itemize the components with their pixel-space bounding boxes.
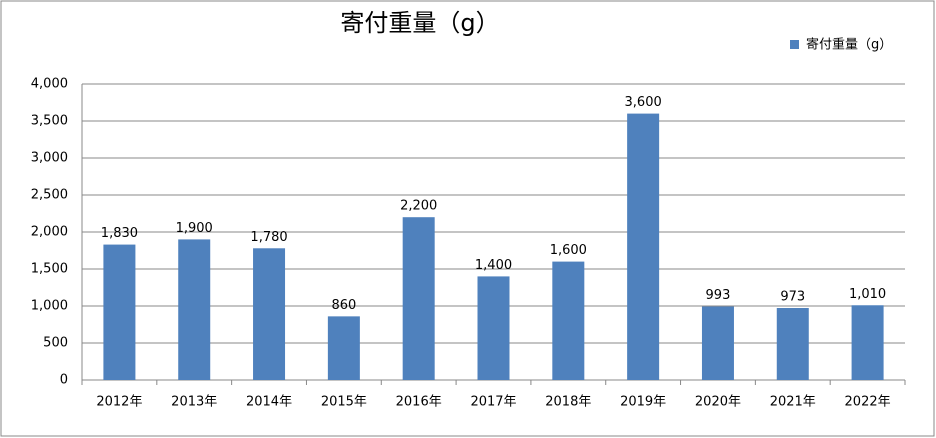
data-label: 1,400 [475,258,512,273]
x-tick-label: 2022年 [845,395,891,410]
bar [851,305,884,380]
bar [402,217,435,380]
bar [178,239,211,380]
y-tick-label: 2,500 [31,188,68,203]
data-label: 1,010 [849,287,886,302]
bar [103,244,136,380]
x-tick-label: 2012年 [96,395,142,410]
x-tick-label: 2020年 [695,395,741,410]
data-label: 860 [331,298,356,313]
bar [701,306,734,380]
bar [327,316,360,380]
x-tick-label: 2016年 [396,395,442,410]
legend-swatch [790,40,799,49]
y-tick-label: 3,500 [31,114,68,129]
data-label: 993 [706,288,731,303]
data-label: 1,780 [250,230,287,245]
legend-label: 寄付重量（g） [806,37,892,53]
x-tick-label: 2013年 [171,395,217,410]
x-tick-label: 2014年 [246,395,292,410]
x-tick-label: 2021年 [770,395,816,410]
x-tick-label: 2018年 [545,395,591,410]
y-tick-label: 1,500 [31,262,68,277]
data-label: 1,830 [101,226,138,241]
y-tick-label: 500 [43,336,68,351]
data-label: 3,600 [625,95,662,110]
y-tick-label: 3,000 [31,151,68,166]
bar [552,261,585,380]
data-label: 1,900 [176,221,213,236]
x-tick-label: 2015年 [321,395,367,410]
bar [253,248,286,380]
y-tick-label: 4,000 [31,77,68,92]
x-tick-label: 2017年 [470,395,516,410]
y-tick-label: 1,000 [31,299,68,314]
x-tick-label: 2019年 [620,395,666,410]
bar [776,307,809,380]
bar [627,113,660,380]
y-tick-label: 2,000 [31,225,68,240]
data-label: 2,200 [400,199,437,214]
data-label: 973 [780,289,805,304]
bar [477,276,510,380]
data-label: 1,600 [550,243,587,258]
chart-title: 寄付重量（g） [340,9,499,37]
y-tick-label: 0 [60,373,68,388]
